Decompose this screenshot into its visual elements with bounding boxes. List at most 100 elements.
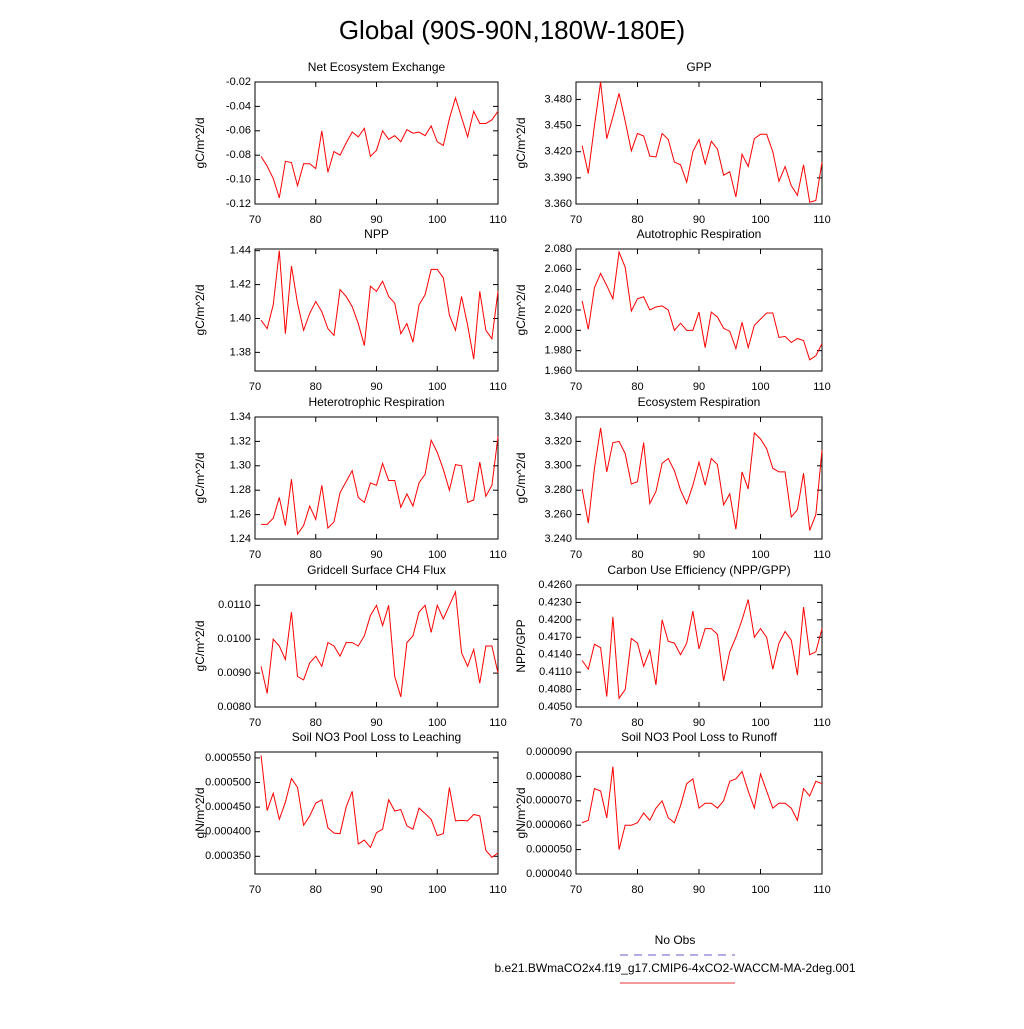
y-tick-label: 0.000550: [205, 752, 251, 764]
y-tick-label: 0.000400: [205, 826, 251, 838]
y-axis-label: gC/m^2/d: [193, 621, 207, 672]
y-tick-label: 1.26: [230, 509, 251, 521]
y-tick-label: 3.450: [544, 119, 572, 131]
x-tick-label: 70: [249, 214, 261, 226]
y-tick-label: 3.240: [544, 533, 572, 545]
data-line: [581, 766, 823, 850]
y-tick-label: 1.30: [230, 460, 251, 472]
x-tick-label: 70: [570, 381, 582, 393]
plot-frame: [575, 416, 823, 540]
y-axis-label: gC/m^2/d: [193, 285, 207, 336]
x-tick-label: 110: [813, 884, 831, 896]
data-line: [581, 250, 823, 361]
plot-frame: [254, 81, 499, 205]
y-tick-label: 1.28: [230, 484, 251, 496]
y-tick-label: 1.34: [230, 411, 251, 423]
x-tick-label: 90: [370, 884, 382, 896]
y-tick-label: 0.000450: [205, 801, 251, 813]
y-axis-label: gC/m^2/d: [193, 118, 207, 169]
x-tick-label: 100: [428, 717, 446, 729]
y-tick-label: 0.4080: [538, 683, 572, 695]
y-tick-label: 0.000500: [205, 776, 251, 788]
y-tick-label: 0.000070: [526, 795, 572, 807]
x-tick-label: 90: [693, 717, 705, 729]
y-tick-label: 1.24: [230, 533, 251, 545]
x-tick-label: 100: [751, 214, 769, 226]
x-tick-label: 110: [489, 549, 507, 561]
x-tick-label: 110: [813, 549, 831, 561]
y-axis-label: NPP/GPP: [514, 619, 528, 672]
data-line: [260, 755, 499, 858]
y-tick-label: 1.44: [230, 245, 251, 257]
y-tick-label: 3.340: [544, 411, 572, 423]
y-tick-label: 1.960: [544, 365, 572, 377]
y-tick-label: 0.000080: [526, 770, 572, 782]
y-axis-label: gC/m^2/d: [514, 453, 528, 504]
y-tick-label: 0.0110: [218, 599, 251, 611]
y-axis-label: gN/m^2/d: [514, 788, 528, 839]
x-tick-label: 70: [249, 884, 261, 896]
y-tick-label: 0.000090: [526, 746, 572, 758]
y-tick-label: 1.38: [230, 346, 251, 358]
panel-title: NPP: [364, 227, 389, 241]
x-tick-label: 80: [631, 549, 643, 561]
x-tick-label: 90: [370, 381, 382, 393]
y-tick-label: -0.06: [226, 125, 251, 137]
x-tick-label: 90: [693, 381, 705, 393]
y-tick-label: 3.420: [544, 146, 572, 158]
panel-title: Ecosystem Respiration: [638, 395, 761, 409]
x-tick-label: 80: [310, 884, 322, 896]
x-tick-label: 80: [310, 717, 322, 729]
y-tick-label: -0.08: [226, 149, 251, 161]
y-tick-label: 1.42: [230, 278, 251, 290]
y-axis-label: gN/m^2/d: [193, 788, 207, 839]
x-tick-label: 80: [310, 381, 322, 393]
x-tick-label: 100: [751, 549, 769, 561]
x-tick-label: 90: [370, 549, 382, 561]
data-line: [260, 250, 499, 360]
x-tick-label: 80: [631, 214, 643, 226]
panel-title: Soil NO3 Pool Loss to Leaching: [292, 730, 461, 744]
y-tick-label: 3.360: [544, 198, 572, 210]
x-tick-label: 110: [489, 717, 507, 729]
data-line: [260, 589, 499, 697]
x-tick-label: 80: [631, 884, 643, 896]
data-line: [261, 436, 499, 536]
y-tick-label: 0.0090: [217, 667, 251, 679]
x-tick-label: 100: [751, 884, 769, 896]
y-tick-label: 0.000050: [526, 844, 572, 856]
x-tick-label: 90: [370, 214, 382, 226]
x-tick-label: 70: [570, 214, 582, 226]
x-tick-label: 100: [428, 884, 446, 896]
x-tick-label: 70: [570, 884, 582, 896]
x-tick-label: 100: [428, 214, 446, 226]
plot-frame: [575, 248, 823, 372]
plot-frame: [254, 751, 499, 875]
data-line: [581, 427, 823, 531]
y-tick-label: 0.4170: [538, 631, 572, 643]
y-tick-label: -0.04: [226, 100, 251, 112]
data-line: [260, 96, 499, 199]
y-tick-label: 1.32: [230, 435, 251, 447]
x-tick-label: 70: [249, 381, 261, 393]
x-tick-label: 90: [693, 549, 705, 561]
panel-title: Heterotrophic Respiration: [308, 395, 444, 409]
x-tick-label: 70: [570, 549, 582, 561]
x-tick-label: 100: [428, 549, 446, 561]
y-tick-label: 0.000060: [526, 819, 572, 831]
y-tick-label: -0.12: [226, 198, 251, 210]
y-tick-label: 3.280: [544, 484, 572, 496]
y-tick-label: 0.4200: [538, 614, 572, 626]
y-tick-label: 3.260: [544, 509, 572, 521]
panel-title: Gridcell Surface CH4 Flux: [307, 563, 446, 577]
y-tick-label: 2.040: [544, 284, 572, 296]
x-tick-label: 70: [570, 717, 582, 729]
y-tick-label: 3.390: [544, 172, 572, 184]
data-line: [581, 599, 823, 700]
x-tick-label: 80: [631, 717, 643, 729]
y-tick-label: 0.000350: [205, 850, 251, 862]
y-tick-label: 0.4050: [538, 701, 572, 713]
x-tick-label: 80: [310, 549, 322, 561]
y-tick-label: 2.060: [544, 263, 572, 275]
y-tick-label: 0.4140: [538, 649, 572, 661]
